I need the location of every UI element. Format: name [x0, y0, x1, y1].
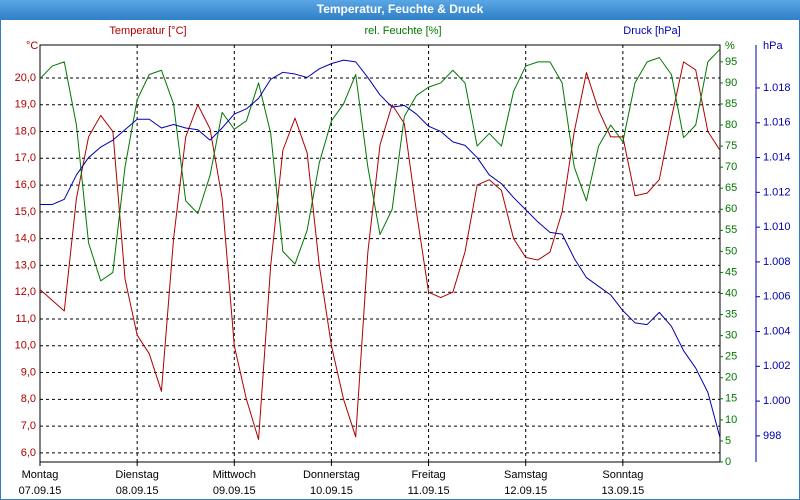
- x-tick-label: Mittwoch: [213, 469, 256, 481]
- y2-tick-label: 30: [725, 330, 737, 342]
- y3-tick-label: 1.016: [763, 117, 791, 129]
- y-tick-label: 13,0: [15, 259, 36, 271]
- y2-axis-label: rel. Feuchte [%]: [364, 25, 441, 37]
- y-tick-label: 17,0: [15, 152, 36, 164]
- y-tick-label: 8,0: [21, 393, 36, 405]
- x-tick-sublabel: 09.09.15: [213, 485, 256, 497]
- y2-tick-label: 60: [725, 203, 737, 215]
- y2-tick-label: 50: [725, 245, 737, 257]
- x-tick-sublabel: 12.09.15: [504, 485, 547, 497]
- y-tick-label: 14,0: [15, 233, 36, 245]
- plot-frame: [39, 44, 721, 463]
- y2-tick-label: 55: [725, 224, 737, 236]
- series-line: [40, 59, 721, 438]
- y-unit: °C: [26, 40, 38, 52]
- y2-tick-label: 85: [725, 98, 737, 110]
- x-tick-label: Freitag: [411, 469, 445, 481]
- y-tick-label: 7,0: [21, 420, 36, 432]
- x-tick-label: Donnerstag: [303, 469, 360, 481]
- y3-tick-label: 1.002: [763, 360, 791, 372]
- y3-tick-label: 1.006: [763, 291, 791, 303]
- y3-tick-label: 1.010: [763, 221, 791, 233]
- x-tick-sublabel: 08.09.15: [116, 485, 159, 497]
- y-axis-label: Temperatur [°C]: [109, 25, 186, 37]
- y2-tick-label: 65: [725, 182, 737, 194]
- x-tick-label: Dienstag: [115, 469, 158, 481]
- y2-tick-label: 75: [725, 140, 737, 152]
- series-line: [39, 48, 721, 282]
- title-bar: [0, 0, 800, 20]
- y3-tick-label: 1.000: [763, 395, 791, 407]
- y3-tick-label: 1.018: [763, 82, 791, 94]
- y-tick-label: 10,0: [15, 340, 36, 352]
- y-tick-label: 15,0: [15, 206, 36, 218]
- y3-tick-label: 1.004: [763, 325, 791, 337]
- y2-tick-label: 0: [725, 456, 731, 468]
- y3-axis-label: Druck [hPa]: [623, 25, 680, 37]
- y2-tick-label: 20: [725, 372, 737, 384]
- y3-unit: hPa: [763, 40, 783, 52]
- x-tick-sublabel: 10.09.15: [310, 485, 353, 497]
- x-tick-label: Montag: [22, 469, 59, 481]
- y2-unit: %: [725, 40, 735, 52]
- y2-tick-label: 90: [725, 77, 737, 89]
- y2-tick-label: 45: [725, 266, 737, 278]
- y2-tick-label: 5: [725, 435, 731, 447]
- y-tick-label: 11,0: [15, 313, 36, 325]
- y-tick-label: 12,0: [15, 286, 36, 298]
- y3-tick-label: 998: [763, 430, 781, 442]
- x-tick-sublabel: 13.09.15: [601, 485, 644, 497]
- y-tick-label: 9,0: [21, 366, 36, 378]
- y2-tick-label: 95: [725, 56, 737, 68]
- y2-tick-label: 25: [725, 351, 737, 363]
- x-tick-label: Samstag: [504, 469, 547, 481]
- y2-tick-label: 70: [725, 161, 737, 173]
- y3-tick-label: 1.014: [763, 151, 791, 163]
- y2-tick-label: 15: [725, 393, 737, 405]
- y-tick-label: 19,0: [15, 99, 36, 111]
- y3-tick-label: 1.012: [763, 186, 791, 198]
- y-tick-label: 18,0: [15, 125, 36, 137]
- series-line: [39, 61, 721, 440]
- y2-tick-label: 35: [725, 308, 737, 320]
- y2-tick-label: 10: [725, 414, 737, 426]
- y3-tick-label: 1.008: [763, 256, 791, 268]
- y2-tick-label: 80: [725, 119, 737, 131]
- x-tick-sublabel: 11.09.15: [408, 485, 450, 497]
- x-tick-sublabel: 07.09.15: [19, 485, 62, 497]
- y-tick-label: 16,0: [15, 179, 36, 191]
- y-tick-label: 6,0: [21, 447, 36, 459]
- y2-tick-label: 40: [725, 287, 737, 299]
- y-tick-label: 20,0: [15, 72, 36, 84]
- x-tick-label: Sonntag: [602, 469, 643, 481]
- chart-title: Temperatur, Feuchte & Druck: [317, 2, 484, 16]
